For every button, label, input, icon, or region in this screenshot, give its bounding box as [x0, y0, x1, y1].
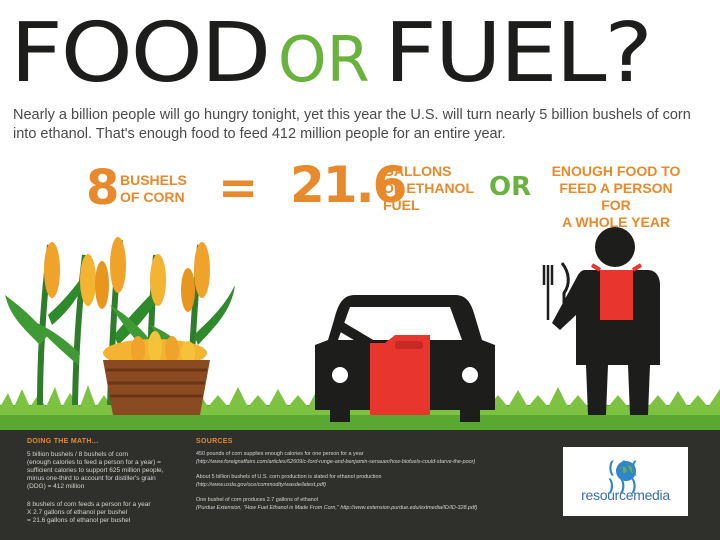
gallons-label: GALLONS OF ETHANOL FUEL — [383, 163, 474, 214]
math-body: 5 billion bushels / 8 bushels of corn (e… — [27, 451, 187, 525]
corn-stalks-illustration — [5, 237, 235, 406]
source-line: One bushel of corn produces 2.7 gallons … — [196, 497, 318, 503]
globe-icon — [616, 461, 636, 481]
food-label-line: A WHOLE YEAR — [561, 214, 671, 230]
headline-fuel: FUEL? — [384, 6, 653, 101]
math-line: (DDG) = 412 million — [27, 483, 85, 490]
bushels-label-line: OF CORN — [120, 189, 185, 205]
sources-body: 450 pounds of corn supplies enough calor… — [196, 451, 556, 512]
gallons-label-line: OF ETHANOL — [383, 180, 474, 196]
logo-text: resourcemedia — [581, 487, 670, 503]
math-line: 5 billion bushels / 8 bushels of corn — [27, 451, 129, 458]
food-label-line: FEED A PERSON FOR — [559, 180, 673, 213]
headline-food: FOOD — [10, 6, 271, 101]
math-line: sufficient calories to support 625 milli… — [27, 467, 164, 474]
gallons-label-line: GALLONS — [383, 163, 452, 179]
source-line: (http://www.usda.gov/oce/commodity/wasde… — [196, 481, 327, 488]
source-line: (Purdue Extension, "How Fuel Ethanol is … — [196, 504, 478, 511]
corn-basket-illustration — [103, 331, 210, 415]
headline-or: OR — [277, 23, 370, 96]
source-line: 450 pounds of corn supplies enough calor… — [196, 451, 364, 457]
gallons-number: 21.6 — [290, 156, 407, 214]
intro-text: Nearly a billion people will go hungry t… — [13, 107, 691, 142]
illustration — [0, 227, 720, 435]
source-line: (http://www.foreignaffairs.com/articles/… — [196, 458, 476, 465]
math-line: minus one-third to account for distiller… — [27, 475, 156, 482]
bushels-number: 8 — [86, 160, 120, 216]
bushels-label: BUSHELS OF CORN — [120, 172, 187, 206]
food-label-line: ENOUGH FOOD TO — [551, 163, 681, 179]
math-line: 8 bushels of corn feeds a person for a y… — [27, 501, 151, 508]
or-word: OR — [489, 172, 532, 202]
math-line: = 21.6 gallons of ethanol per bushel — [27, 517, 131, 524]
source-line: About 5 billion bushels of U.S. corn pro… — [196, 474, 382, 480]
gallons-label-line: FUEL — [383, 197, 420, 213]
gas-can-illustration — [332, 318, 430, 415]
resource-media-logo: ((( ))) resourcemedia — [563, 447, 688, 516]
math-line: (enough calories to feed a person for a … — [27, 459, 161, 466]
person-illustration — [542, 227, 660, 415]
headline: FOOD OR FUEL? — [10, 8, 710, 100]
food-label: ENOUGH FOOD TO FEED A PERSON FOR A WHOLE… — [546, 163, 686, 231]
sources-heading: SOURCES — [196, 438, 233, 445]
math-line: X 2.7 gallons of ethanol per bushel — [27, 509, 128, 516]
bushels-label-line: BUSHELS — [120, 172, 187, 188]
sources-section: SOURCES 450 pounds of corn supplies enou… — [196, 438, 556, 512]
math-section: DOING THE MATH... 5 billion bushels / 8 … — [27, 438, 187, 525]
math-heading: DOING THE MATH... — [27, 438, 99, 445]
logo-waves-icon: ((( ))) — [608, 459, 643, 494]
equals-sign: = — [218, 160, 259, 216]
